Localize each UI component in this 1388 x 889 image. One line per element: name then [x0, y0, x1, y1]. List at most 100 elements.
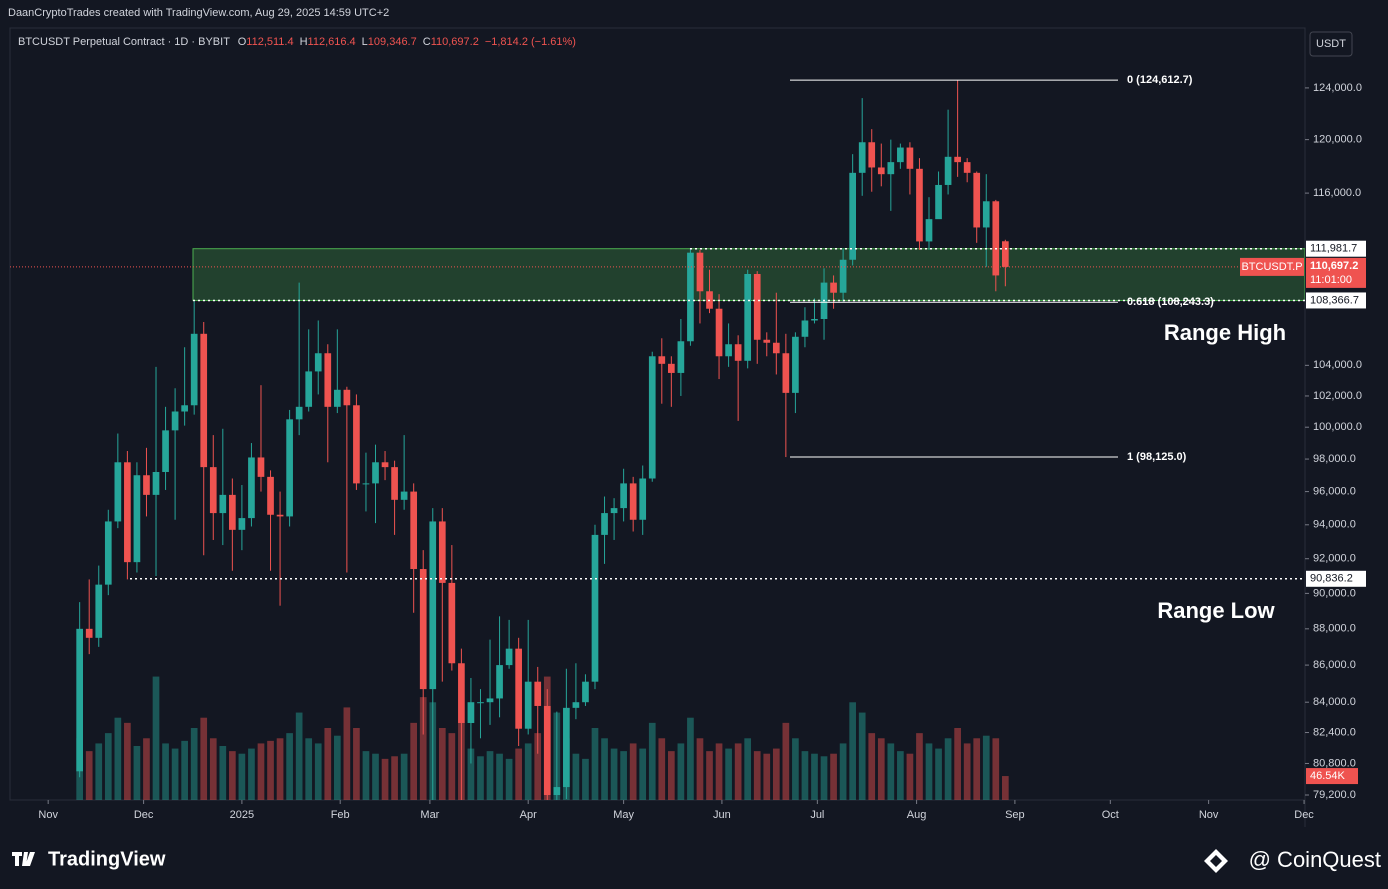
volume-bar [515, 748, 522, 800]
y-tick-label: 104,000.0 [1313, 359, 1362, 371]
volume-bar [1002, 776, 1009, 800]
x-tick-label: Sep [1005, 809, 1025, 821]
volume-bar [286, 733, 293, 800]
volume-bar [181, 740, 188, 800]
candle-body [286, 419, 293, 517]
x-tick-label: Mar [420, 809, 439, 821]
y-tick-label: 98,000.0 [1313, 453, 1356, 465]
volume-label-box [1306, 768, 1358, 785]
candle-body [629, 483, 637, 520]
volume-bar [715, 743, 723, 800]
candle-body [124, 462, 131, 563]
candle-body [152, 471, 160, 495]
candle-body [143, 475, 150, 495]
candle-body [563, 707, 570, 788]
fib-label: 1 (98,125.0) [1127, 451, 1187, 463]
ohlc-key: H [300, 36, 308, 48]
fib-label: 0 (124,612.7) [1127, 74, 1193, 86]
x-tick-label: Dec [1294, 809, 1314, 821]
symbol-tag: BTCUSDT.P [1241, 261, 1302, 273]
ohlc-value: 109,346.7 [368, 36, 417, 48]
volume-bar [610, 748, 618, 800]
volume-bar [448, 733, 456, 800]
annotation: Range Low [1157, 598, 1275, 623]
candle-body [229, 494, 236, 530]
candle-body [591, 534, 599, 682]
volume-label: 46.54K [1310, 770, 1346, 782]
candle-body [858, 142, 866, 173]
candle-body [868, 142, 876, 168]
volume-bar [372, 753, 379, 800]
last-price-box [1306, 257, 1366, 288]
candle-body [830, 282, 837, 293]
candle-body [982, 201, 990, 228]
volume-bar [133, 746, 141, 800]
candle-body [448, 582, 456, 664]
volume-bar [830, 753, 837, 800]
volume-bar [782, 722, 790, 800]
attribution: DaanCryptoTrades created with TradingVie… [8, 7, 389, 19]
level-label: 111,981.7 [1310, 243, 1357, 255]
y-tick-label: 116,000.0 [1313, 187, 1361, 199]
candle-body [305, 371, 313, 407]
volume-bar [973, 738, 981, 800]
level-label: 108,366.7 [1310, 294, 1359, 306]
candle-body [801, 320, 809, 337]
candle-body [963, 162, 971, 173]
volume-bar [419, 697, 427, 800]
ohlc-key: C [423, 36, 431, 48]
candle-body [257, 457, 265, 477]
volume-bar [477, 756, 484, 800]
candle-body [381, 462, 389, 468]
candle-body [515, 648, 522, 729]
volume-bar [734, 743, 742, 800]
x-tick-label: Oct [1102, 809, 1119, 821]
candle-body [400, 491, 408, 500]
x-tick-label: Aug [907, 809, 927, 821]
x-tick-label: May [613, 809, 634, 821]
volume-bar [925, 743, 933, 800]
volume-bar [353, 728, 360, 800]
level-label: 90,836.2 [1310, 573, 1353, 585]
volume-bar [648, 722, 656, 800]
candle-body [944, 156, 952, 185]
candle-body [314, 353, 322, 372]
volume-bar [276, 738, 284, 800]
volume-bar [753, 751, 761, 800]
candle-body [133, 475, 141, 563]
volume-bar [295, 712, 303, 800]
candle-body [248, 457, 255, 519]
plot-area: 0 (124,612.7) 0.618 (108,243.3) 1 (98,125.… [10, 74, 1305, 800]
ohlc-value: 110,697.2 [431, 36, 479, 48]
fib-label: 0.618 (108,243.3) [1127, 296, 1214, 308]
volume-bar [992, 738, 1000, 800]
ohlc-value: 112,511.4 [246, 36, 293, 48]
candle-body [1002, 241, 1009, 267]
level-label-box [1306, 292, 1366, 309]
volume-bar [897, 751, 904, 800]
volume-bar [601, 738, 608, 800]
candle-body [763, 339, 771, 343]
candle-body [849, 172, 856, 260]
candle-body [753, 274, 761, 340]
candle-body [620, 483, 627, 509]
candle-body [582, 681, 589, 703]
currency-label[interactable]: USDT [1316, 38, 1346, 50]
volume-bar [267, 740, 274, 800]
y-tick-label: 100,000.0 [1313, 421, 1362, 433]
volume-bar [620, 751, 627, 800]
volume-bar [143, 738, 150, 800]
volume-bar [982, 735, 990, 800]
legend: BTCUSDT Perpetual Contract · 1D · BYBIT O… [18, 36, 576, 48]
volume-bar [95, 743, 103, 800]
change: −1,814.2 (−1.61%) [485, 36, 576, 48]
volume-bar [725, 748, 732, 800]
volume-bar [629, 743, 637, 800]
candle-body [973, 172, 981, 228]
currency-button-frame[interactable] [1309, 31, 1353, 57]
candle-body [391, 467, 398, 500]
candle-body [477, 702, 484, 704]
currency-button[interactable]: USDT [1309, 31, 1353, 57]
candle-body [324, 353, 332, 407]
